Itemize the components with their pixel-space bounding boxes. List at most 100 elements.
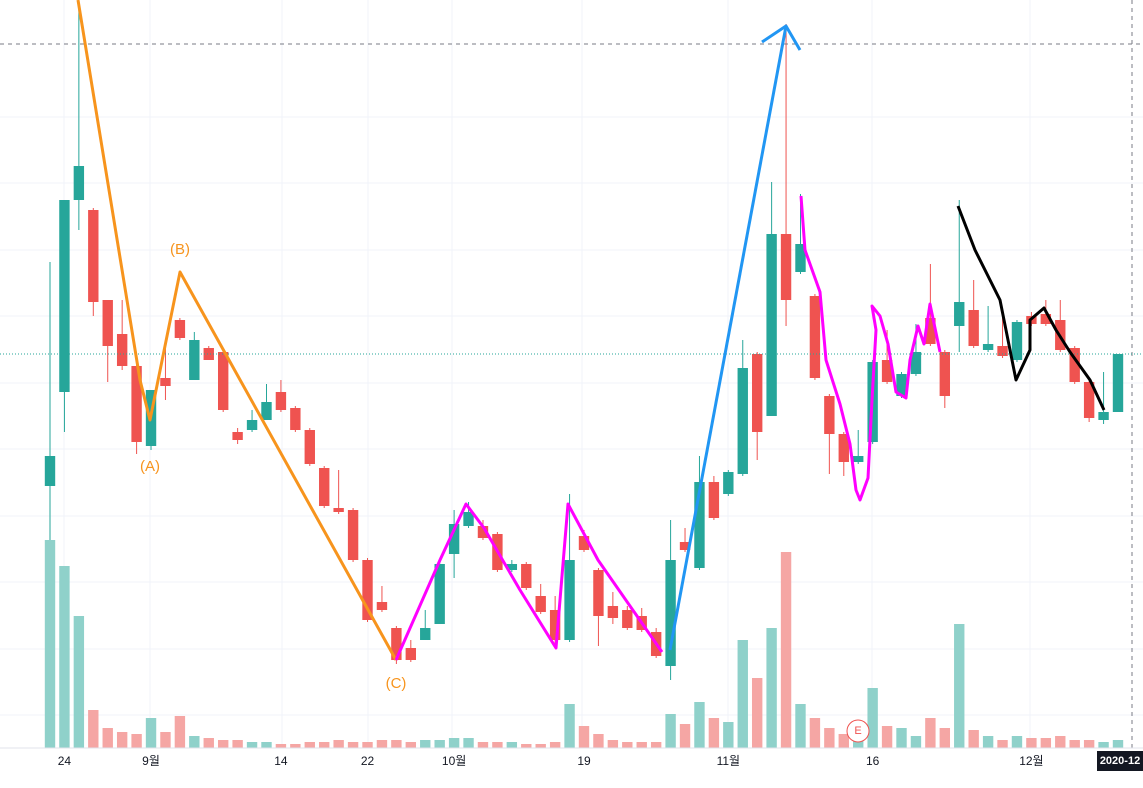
volume-bar [189, 736, 200, 748]
candle-body [853, 456, 864, 462]
volume-bar [954, 624, 965, 748]
volume-bar [246, 742, 258, 748]
volume-bar [347, 742, 359, 748]
volume-bar [910, 736, 922, 748]
candle-body [362, 560, 373, 620]
candle-body [376, 602, 388, 610]
volume-bar [1098, 742, 1109, 748]
volume-bar [1011, 736, 1023, 748]
candle-body [838, 434, 849, 462]
candle-body [607, 606, 619, 618]
candle-body [809, 296, 821, 378]
volume-bar [131, 734, 142, 748]
volume-bar [463, 738, 474, 748]
candle-body [160, 378, 171, 386]
candle-body [679, 542, 691, 550]
candle-body [535, 596, 546, 612]
candle-body [448, 524, 460, 554]
candle-body [954, 302, 965, 326]
volume-bar [44, 540, 56, 748]
candle-body [997, 346, 1008, 356]
volume-bar [405, 742, 417, 748]
volume-bar [549, 742, 561, 748]
volume-bar [448, 738, 460, 748]
volume-bar [694, 702, 705, 748]
candle-body [203, 348, 214, 360]
wave-black [956, 205, 1106, 411]
candle-body [347, 510, 359, 560]
volume-bar [636, 742, 647, 748]
candle-body [304, 430, 315, 464]
volume-bar [477, 742, 489, 748]
volume-bar [217, 740, 229, 748]
volume-bar [420, 740, 431, 748]
candle-body [1069, 348, 1080, 382]
volume-bar [925, 718, 936, 748]
volume-bar [88, 710, 99, 748]
candle-body [751, 354, 763, 432]
annotation: (A) [140, 458, 160, 475]
volume-bar [1112, 740, 1124, 748]
volume-bar [290, 744, 301, 748]
candle-body [463, 512, 474, 526]
earnings-marker[interactable] [846, 719, 870, 743]
candle-body [59, 200, 70, 392]
candle-body [1040, 314, 1052, 324]
volume-bar [780, 552, 792, 748]
crosshair-tag [1097, 751, 1143, 771]
x-tick-label: 24 [58, 754, 72, 768]
candle-body [896, 374, 907, 396]
volume-bar [795, 704, 806, 748]
volume-bar [1055, 736, 1066, 748]
volume-bar [622, 742, 633, 748]
volume-bar [838, 734, 849, 748]
x-tick-label: 12월 [1019, 754, 1043, 768]
candle-body [549, 610, 561, 640]
candle-body [217, 352, 229, 410]
volume-bar [59, 566, 70, 748]
volume-bar [578, 726, 590, 748]
volume-bar [723, 722, 734, 748]
volume-bar [333, 740, 344, 748]
volume-bar [174, 716, 186, 748]
volume-bar [203, 738, 214, 748]
x-tick-label: 10월 [442, 754, 466, 768]
volume-bar [362, 742, 373, 748]
volume-bar [824, 728, 835, 748]
candle-body [925, 318, 936, 344]
volume-bar [564, 704, 575, 748]
candle-body [391, 628, 402, 660]
volume-layer [44, 540, 1124, 748]
volume-bar [968, 730, 979, 748]
volume-bar [1069, 740, 1080, 748]
candle-body [910, 352, 922, 374]
volume-bar [232, 740, 243, 748]
earnings-label[interactable]: E [854, 725, 861, 737]
volume-bar [1040, 738, 1052, 748]
x-tick-label: 14 [274, 754, 288, 768]
volume-bar [261, 742, 272, 748]
volume-bar [73, 616, 85, 748]
candle-body [319, 468, 330, 506]
candle-body [1083, 382, 1095, 418]
x-tick-label: 22 [361, 754, 375, 768]
candle-body [405, 648, 417, 660]
volume-bar [939, 728, 951, 748]
candle-body [1098, 412, 1109, 420]
crosshair-label: 2020-12 [1100, 755, 1140, 767]
candle-body [795, 244, 806, 272]
volume-bar [506, 742, 518, 748]
candle-body [622, 610, 633, 628]
drawings [76, 0, 1106, 661]
candle-body [333, 508, 344, 512]
candle-body [564, 560, 575, 640]
volume-bar [160, 732, 171, 748]
impulse-line [668, 25, 788, 651]
volume-bar [102, 728, 113, 748]
candle-body [434, 564, 445, 624]
volume-bar [275, 744, 287, 748]
volume-bar [116, 732, 128, 748]
volume-bar [679, 724, 691, 748]
volume-bar [997, 740, 1008, 748]
